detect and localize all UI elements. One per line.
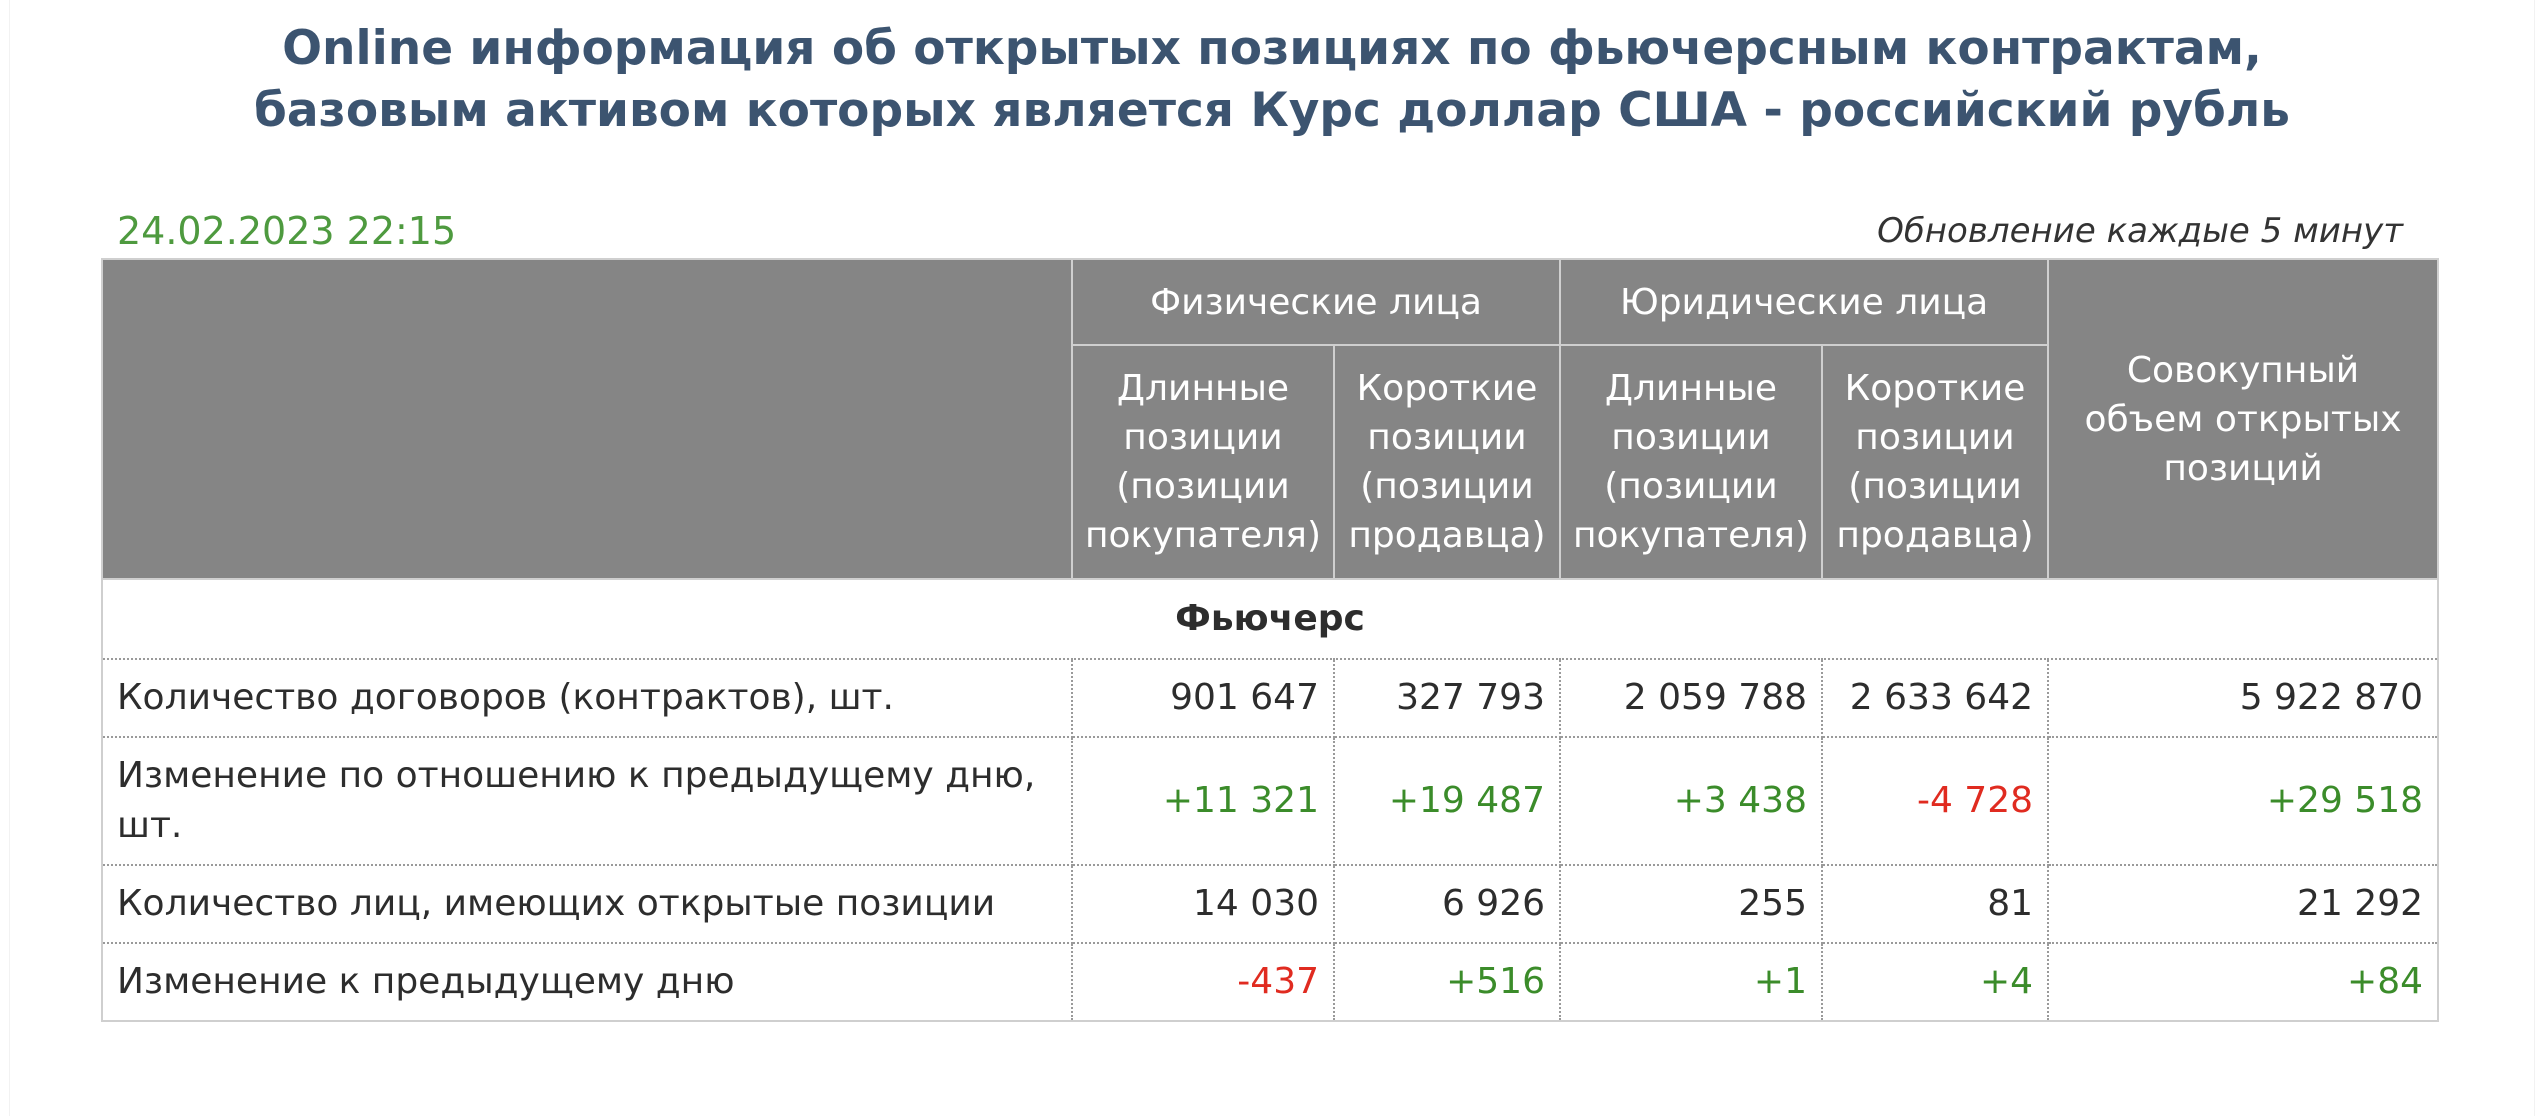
row-value-cell: +19 487: [1333, 736, 1561, 866]
meta-row: 24.02.2023 22:15 Обновление каждые 5 мин…: [101, 200, 2403, 260]
table-row: Количество лиц, имеющих открытые позиции…: [101, 864, 2440, 944]
table-row: Изменение по отношению к предыдущему дню…: [101, 736, 2440, 866]
header-legal-long: Длинные позиции (позиции покупателя): [1559, 344, 1823, 580]
section-label-futures: Фьючерс: [100, 578, 2440, 660]
table-row: Изменение к предыдущему дню -437 +516 +1 +4 +…: [101, 942, 2440, 1022]
row-value-cell: +11 321: [1071, 736, 1335, 866]
row-value-cell: 2 059 788: [1559, 658, 1823, 738]
update-frequency-note: Обновление каждые 5 минут: [1877, 211, 2403, 251]
row-value-cell: 5 922 870: [2047, 658, 2440, 738]
row-value-cell: 21 292: [2047, 864, 2440, 944]
row-value-cell: 901 647: [1071, 658, 1335, 738]
row-label: Изменение по отношению к предыдущему дню…: [101, 736, 1073, 866]
row-value-cell: 81: [1820, 864, 2050, 944]
header-total-open-interest: Совокупный объем открытых позиций: [2047, 258, 2440, 580]
header-legal-entities: Юридические лица: [1558, 258, 2050, 346]
row-value-cell: -437: [1071, 942, 1335, 1022]
header-legal-short: Короткие позиции (позиции продавца): [1820, 344, 2050, 580]
open-positions-table: Физические лица Юридические лица Совокуп…: [100, 258, 2440, 1022]
row-value-cell: -4 728: [1820, 736, 2050, 866]
row-value-cell: +3 438: [1559, 736, 1823, 866]
header-individuals-long: Длинные позиции (позиции покупателя): [1071, 344, 1335, 580]
row-value-cell: +84: [2047, 942, 2440, 1022]
page-title: Online информация об открытых позициях п…: [0, 18, 2544, 142]
header-empty-cell: [101, 258, 1073, 580]
header-individuals-short: Короткие позиции (позиции продавца): [1333, 344, 1561, 580]
row-value-cell: 14 030: [1071, 864, 1335, 944]
section-row: Фьючерс: [100, 578, 2440, 660]
row-value-cell: 327 793: [1333, 658, 1561, 738]
row-value-cell: 255: [1559, 864, 1823, 944]
row-value-cell: +4: [1820, 942, 2050, 1022]
header-individuals: Физические лица: [1071, 258, 1561, 346]
row-value-cell: 2 633 642: [1820, 658, 2050, 738]
page-title-line-2: базовым активом которых является Курс до…: [254, 83, 2290, 138]
row-value-cell: 6 926: [1333, 864, 1561, 944]
row-label: Изменение к предыдущему дню: [101, 942, 1073, 1022]
row-label: Количество договоров (контрактов), шт.: [101, 658, 1073, 738]
row-value-cell: +1: [1559, 942, 1823, 1022]
row-label: Количество лиц, имеющих открытые позиции: [101, 864, 1073, 944]
update-datetime: 24.02.2023 22:15: [117, 209, 457, 253]
row-value-cell: +516: [1333, 942, 1561, 1022]
table-row: Количество договоров (контрактов), шт. 90…: [101, 658, 2440, 738]
page-title-line-1: Online информация об открытых позициях п…: [282, 21, 2262, 76]
row-value-cell: +29 518: [2047, 736, 2440, 866]
